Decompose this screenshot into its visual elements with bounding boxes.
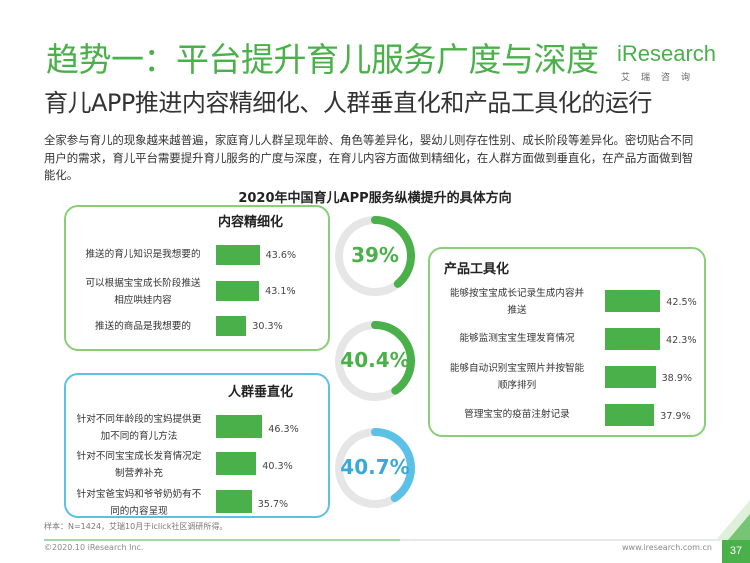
ring-value-product: 40.4% bbox=[340, 348, 410, 372]
corner-decoration bbox=[716, 500, 750, 540]
footer-divider bbox=[44, 539, 720, 541]
content-value-2: 43.1% bbox=[265, 286, 296, 297]
product-value-2: 42.3% bbox=[665, 335, 697, 346]
content-bar-2 bbox=[216, 281, 260, 301]
ring-value-people: 40.7% bbox=[340, 455, 410, 479]
people-label-2: 针对不同宝宝成长发育情况定 制营养补充 bbox=[76, 451, 202, 479]
sample-note: 样本：N=1424，艾瑞10月于iclick社区调研所得。 bbox=[44, 522, 228, 531]
people-vertical-title: 人群垂直化 bbox=[228, 385, 294, 400]
iresearch-logo: iResearch bbox=[617, 41, 717, 66]
copyright: ©2020.10 iResearch Inc. bbox=[44, 543, 144, 552]
product-value-3: 38.9% bbox=[661, 373, 693, 384]
content-value-1: 43.6% bbox=[265, 250, 297, 261]
page-title: 趋势一：平台提升育儿服务广度与深度 bbox=[46, 40, 599, 79]
content-bar-1 bbox=[216, 245, 260, 265]
content-refinement-panel bbox=[64, 205, 330, 351]
product-label-4: 管理宝宝的疫苗注射记录 bbox=[464, 409, 570, 420]
ring-arc-people bbox=[335, 428, 415, 508]
people-value-3: 35.7% bbox=[257, 499, 289, 510]
people-vertical-panel bbox=[64, 373, 330, 518]
ring-gauges bbox=[335, 216, 415, 508]
product-label-1: 能够按宝宝成长记录生成内容并 推送 bbox=[449, 288, 585, 316]
people-bar-3 bbox=[216, 490, 252, 513]
product-bar-2 bbox=[605, 328, 660, 350]
content-value-3: 30.3% bbox=[252, 321, 283, 332]
people-label-1: 针对不同年龄段的宝妈提供更 加不同的育儿方法 bbox=[76, 414, 202, 442]
people-bar-1 bbox=[216, 415, 263, 438]
product-value-1: 42.5% bbox=[666, 297, 697, 308]
page-number: 37 bbox=[722, 540, 750, 563]
people-bar-2 bbox=[216, 452, 257, 475]
intro-paragraph: 全家参与育儿的现象越来越普遍，家庭育儿人群呈现年龄、角色等差异化，婴幼儿则存在性… bbox=[44, 133, 694, 182]
product-bar-4 bbox=[605, 404, 655, 426]
product-label-3: 能够自动识别宝宝照片并按智能 顺序排列 bbox=[449, 363, 585, 391]
content-label-3: 推送的商品是我想要的 bbox=[95, 321, 191, 332]
chart-title: 2020年中国育儿APP服务纵横提升的具体方向 bbox=[238, 191, 512, 206]
page-subtitle: 育儿APP推进内容精细化、人群垂直化和产品工具化的运行 bbox=[44, 89, 652, 117]
people-label-3: 针对宝爸宝妈和爷爷奶奶有不 同的内容呈现 bbox=[76, 489, 202, 517]
content-refinement-title: 内容精细化 bbox=[218, 215, 284, 230]
ring-arc-content bbox=[335, 216, 415, 296]
content-label-1: 推送的育儿知识是我想要的 bbox=[85, 249, 201, 260]
people-value-1: 46.3% bbox=[268, 424, 299, 435]
content-bar-3 bbox=[216, 316, 247, 336]
product-tooling-title: 产品工具化 bbox=[444, 262, 510, 277]
product-bar-1 bbox=[605, 290, 661, 312]
iresearch-logo-subtitle: 艾瑞咨询 bbox=[621, 73, 702, 83]
website-link[interactable]: www.iresearch.com.cn bbox=[622, 543, 712, 552]
ring-value-content: 39% bbox=[351, 243, 399, 267]
content-label-2: 可以根据宝宝成长阶段推送 相应哄娃内容 bbox=[85, 278, 201, 306]
product-value-4: 37.9% bbox=[660, 411, 691, 422]
ring-arc-product bbox=[335, 321, 415, 401]
product-label-2: 能够监测宝宝生理发育情况 bbox=[459, 333, 575, 344]
product-bar-3 bbox=[605, 366, 656, 388]
people-value-2: 40.3% bbox=[262, 461, 293, 472]
